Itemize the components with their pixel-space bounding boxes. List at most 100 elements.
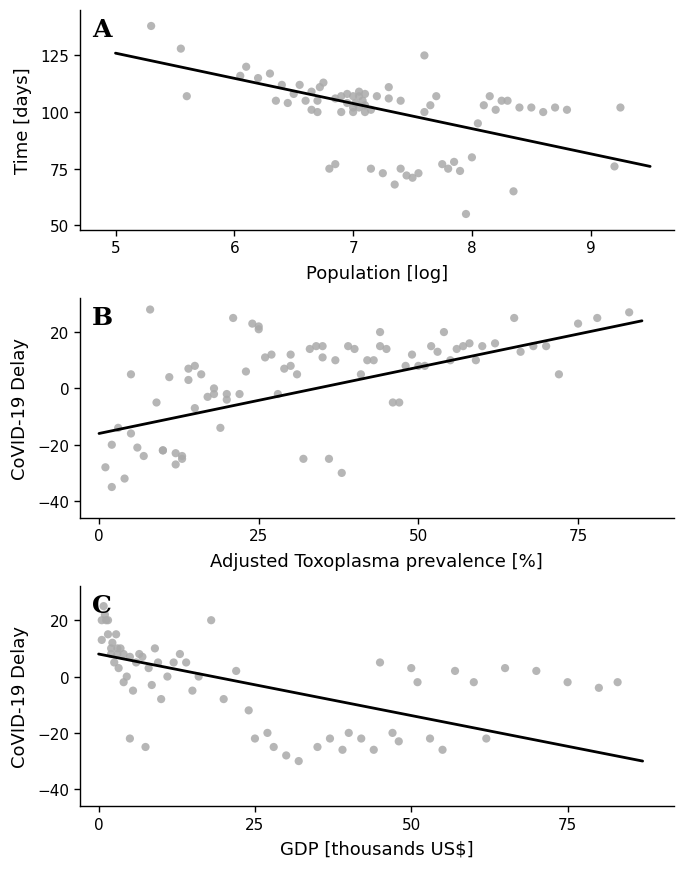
Point: [342, 97, 353, 111]
Point: [196, 368, 207, 381]
Point: [609, 160, 620, 174]
Point: [288, 88, 299, 102]
Point: [612, 675, 623, 689]
Point: [317, 351, 328, 365]
Point: [318, 76, 329, 90]
Point: [464, 337, 475, 351]
Point: [240, 61, 251, 75]
Point: [471, 354, 482, 368]
Point: [526, 102, 537, 116]
Point: [312, 740, 323, 754]
Point: [347, 102, 358, 116]
Text: C: C: [92, 594, 112, 617]
Point: [394, 396, 405, 410]
Point: [125, 368, 136, 381]
Point: [406, 348, 417, 362]
Point: [177, 449, 188, 463]
Point: [466, 151, 477, 165]
Point: [125, 650, 136, 664]
X-axis label: Adjusted Toxoplasma prevalence [%]: Adjusted Toxoplasma prevalence [%]: [210, 552, 543, 570]
Point: [109, 656, 120, 670]
Point: [412, 675, 423, 689]
Point: [375, 326, 386, 340]
Point: [189, 360, 200, 374]
Point: [395, 163, 406, 176]
Point: [155, 693, 166, 706]
Point: [170, 447, 181, 461]
Point: [208, 382, 219, 396]
Point: [387, 396, 398, 410]
Point: [502, 95, 513, 109]
Point: [336, 106, 347, 120]
Point: [329, 158, 340, 172]
Point: [131, 656, 142, 670]
Point: [101, 614, 112, 627]
Point: [460, 208, 471, 222]
Point: [407, 171, 418, 185]
Point: [100, 461, 111, 474]
Point: [106, 438, 117, 452]
Point: [158, 444, 169, 458]
Point: [342, 340, 353, 354]
Point: [170, 458, 181, 472]
Point: [375, 340, 386, 354]
Point: [115, 641, 126, 655]
Point: [253, 323, 264, 337]
Point: [103, 627, 114, 641]
Point: [336, 90, 347, 104]
Point: [401, 169, 412, 183]
Point: [337, 743, 348, 757]
Point: [343, 726, 354, 740]
Point: [347, 90, 358, 104]
Point: [312, 106, 323, 120]
Point: [353, 102, 364, 116]
Point: [99, 608, 110, 622]
Y-axis label: CoVID-19 Delay: CoVID-19 Delay: [11, 338, 29, 480]
Point: [177, 453, 188, 467]
Point: [103, 614, 114, 627]
Point: [249, 732, 260, 746]
Point: [490, 337, 501, 351]
Point: [175, 43, 186, 56]
Point: [221, 388, 232, 401]
Point: [477, 340, 488, 354]
Point: [234, 388, 245, 401]
Point: [478, 99, 489, 113]
Point: [406, 661, 416, 675]
Point: [182, 90, 192, 104]
Point: [615, 102, 626, 116]
Point: [369, 354, 379, 368]
Point: [387, 726, 398, 740]
Point: [400, 360, 411, 374]
Point: [360, 106, 371, 120]
Point: [515, 345, 526, 359]
Point: [97, 614, 108, 627]
Point: [573, 317, 584, 331]
Point: [105, 647, 116, 661]
Point: [98, 600, 109, 614]
Point: [112, 641, 123, 655]
Point: [300, 95, 311, 109]
Point: [357, 95, 368, 109]
Point: [366, 163, 377, 176]
Point: [269, 740, 279, 754]
Point: [449, 664, 460, 678]
Point: [490, 103, 501, 117]
Point: [118, 675, 129, 689]
Point: [276, 79, 287, 93]
Point: [514, 102, 525, 116]
Point: [419, 50, 430, 63]
Point: [393, 734, 404, 748]
Point: [112, 647, 123, 661]
Point: [347, 106, 358, 120]
Point: [323, 453, 334, 467]
Point: [153, 656, 164, 670]
Point: [366, 103, 377, 117]
Point: [508, 185, 519, 199]
Point: [437, 743, 448, 757]
Point: [481, 732, 492, 746]
Point: [113, 421, 124, 435]
Point: [531, 664, 542, 678]
Point: [175, 647, 186, 661]
Point: [125, 732, 136, 746]
